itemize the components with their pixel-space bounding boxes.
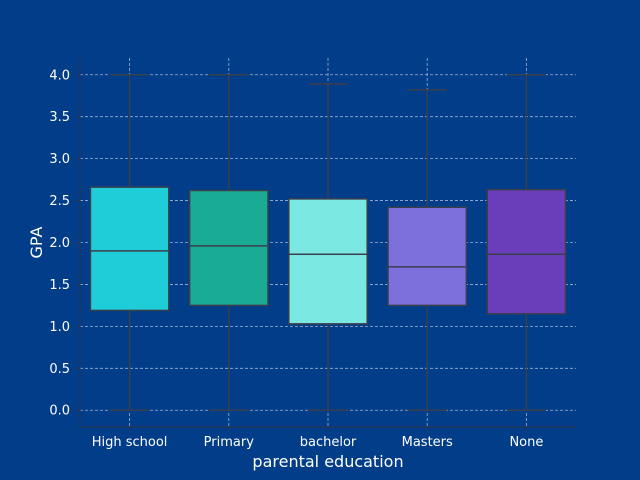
- box-high-school: [89, 74, 170, 411]
- iqr-box: [387, 206, 468, 307]
- y-tick-label: 2.5: [49, 194, 70, 209]
- box-primary: [188, 74, 269, 411]
- box-series: [89, 74, 567, 411]
- y-tick-label: 1.0: [49, 320, 70, 335]
- y-axis-title: GPA: [27, 226, 46, 258]
- iqr-box: [486, 188, 567, 315]
- x-tick-label: High school: [92, 435, 168, 450]
- iqr-box: [288, 198, 368, 325]
- x-axis-title: parental education: [252, 452, 403, 471]
- iqr-box: [188, 189, 269, 307]
- x-tick-label: Primary: [204, 435, 255, 450]
- x-tick-label: None: [509, 435, 543, 450]
- y-tick-labels: 0.0 0.5 1.0 1.5 2.0 2.5 3.0 3.5 4.0: [49, 68, 80, 419]
- iqr-box: [89, 186, 170, 312]
- box-masters: [387, 89, 468, 411]
- y-tick-label: 3.0: [49, 152, 70, 167]
- x-tick-labels: High school Primary bachelor Masters None: [92, 427, 543, 450]
- y-tick-label: 3.5: [49, 110, 70, 125]
- y-tick-label: 0.5: [49, 362, 70, 377]
- box-bachelor: [288, 83, 368, 411]
- y-tick-label: 2.0: [49, 236, 70, 251]
- box-none: [486, 74, 567, 411]
- x-tick-label: bachelor: [300, 435, 357, 450]
- y-tick-label: 0.0: [49, 404, 70, 419]
- x-tick-label: Masters: [402, 435, 453, 450]
- y-tick-label: 1.5: [49, 278, 70, 293]
- y-tick-label: 4.0: [49, 68, 70, 83]
